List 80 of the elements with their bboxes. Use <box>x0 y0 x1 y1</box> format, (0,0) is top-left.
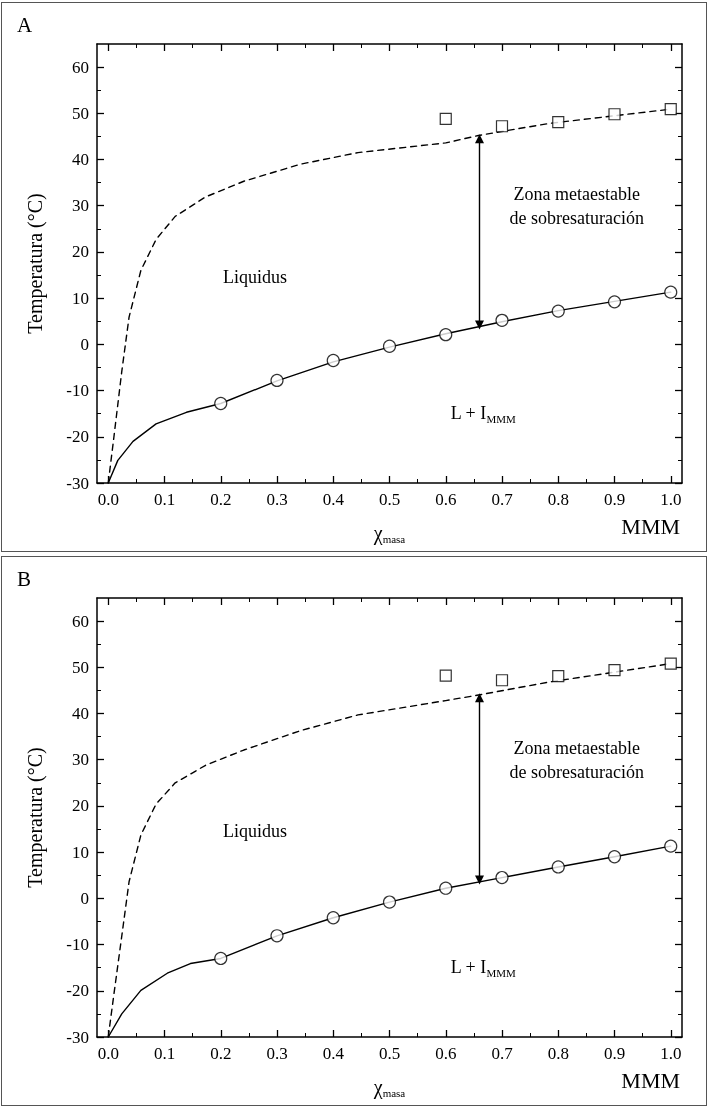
y-tick-label: 60 <box>72 57 89 77</box>
point <box>439 112 452 125</box>
point <box>439 328 453 342</box>
x-tick-label: 0.2 <box>210 490 232 509</box>
x-tick-label: 0.8 <box>547 1044 569 1063</box>
point <box>270 929 284 943</box>
y-tick-label: 60 <box>72 611 89 631</box>
point <box>608 663 621 677</box>
y-axis-title: Temperatura (°C) <box>24 193 47 334</box>
point <box>439 881 453 895</box>
annotation: Liquidus <box>222 266 287 287</box>
point <box>326 911 340 925</box>
point <box>214 396 228 411</box>
x-tick-label: 1.0 <box>660 490 682 509</box>
y-tick-label: 50 <box>72 103 89 123</box>
y-tick-label: 0 <box>80 888 89 908</box>
x-tick-label: 0.9 <box>603 1044 626 1063</box>
point <box>270 373 284 388</box>
y-tick-label: 10 <box>72 288 89 308</box>
y-tick-label: -30 <box>66 473 89 493</box>
y-tick-label: 30 <box>72 750 89 770</box>
y-tick-label: 50 <box>72 657 89 677</box>
y-tick-label: -10 <box>66 935 89 955</box>
x-tick-label: 0.8 <box>547 490 569 509</box>
x-tick-label: 0.3 <box>266 490 288 509</box>
x-tick-label: 0.0 <box>97 1044 119 1063</box>
x-tick-label: 0.1 <box>153 490 176 509</box>
x-tick-label: 0.6 <box>435 1044 457 1063</box>
x-tick-label: 1.0 <box>660 1044 682 1063</box>
point <box>551 304 565 318</box>
point <box>664 657 677 670</box>
x-tick-label: 0.1 <box>153 1044 176 1063</box>
x-tick-label: 0.7 <box>491 490 514 509</box>
x-tick-label: 0.6 <box>435 490 457 509</box>
x-tick-label: 0.5 <box>378 490 401 509</box>
annotation: Zona metaestable de sobresaturación <box>509 738 644 783</box>
y-tick-label: -10 <box>66 381 89 401</box>
x-tick-label: 0.7 <box>491 1044 514 1063</box>
y-tick-label: -30 <box>66 1027 89 1047</box>
y-tick-label: -20 <box>66 981 89 1001</box>
text: MMM <box>621 513 680 539</box>
y-tick-label: 30 <box>72 196 89 216</box>
point <box>439 669 452 682</box>
point <box>214 951 228 966</box>
x-tick-label: 0.0 <box>97 490 119 509</box>
point <box>551 860 565 874</box>
point <box>664 285 678 299</box>
x-tick-label: 0.9 <box>603 490 626 509</box>
x-tick-label: 0.3 <box>266 1044 288 1063</box>
x-tick-label: 0.2 <box>210 1044 232 1063</box>
annotation: Zona metaestable de sobresaturación <box>509 184 644 229</box>
chart-title: B <box>17 566 32 591</box>
point <box>608 108 621 121</box>
x-tick-label: 0.4 <box>322 1044 345 1063</box>
point <box>552 116 565 129</box>
y-tick-label: 20 <box>72 242 89 262</box>
x-tick-label: 0.5 <box>378 1044 401 1063</box>
point <box>495 674 509 687</box>
y-tick-label: -20 <box>66 427 89 447</box>
point <box>495 313 509 327</box>
y-tick-label: 40 <box>72 704 89 724</box>
x-tick-label: 0.4 <box>322 490 345 509</box>
point <box>552 670 565 683</box>
point <box>607 850 622 864</box>
point <box>607 295 622 309</box>
point <box>495 870 509 885</box>
y-tick-label: 10 <box>72 842 89 862</box>
point <box>495 120 509 133</box>
point <box>382 895 397 909</box>
y-tick-label: 40 <box>72 150 89 170</box>
chart-title: A <box>17 12 33 37</box>
point <box>664 103 677 116</box>
annotation: Liquidus <box>222 820 287 841</box>
point <box>382 339 397 353</box>
text: MMM <box>621 1067 680 1093</box>
y-tick-label: 20 <box>72 796 89 816</box>
point <box>664 839 678 853</box>
y-tick-label: 0 <box>80 334 89 354</box>
y-axis-title: Temperatura (°C) <box>24 747 47 888</box>
point <box>326 353 340 368</box>
